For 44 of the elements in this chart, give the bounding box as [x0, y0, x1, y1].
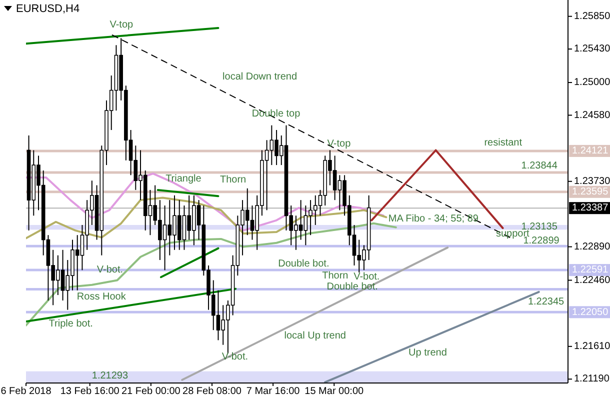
annotation: Thorn [322, 270, 348, 282]
y-tick-label: 1.25850 [574, 10, 610, 22]
annotation: Double bot. [326, 282, 378, 293]
annotation: Triangle [166, 174, 202, 185]
annotation: Up trend [408, 348, 447, 359]
annotation: Ross Hook [76, 292, 127, 303]
chart-title: EURUSD,H4 [16, 3, 80, 15]
annotation: Double bot. [278, 258, 330, 270]
x-tick-label: 21 Feb 00:00 [121, 386, 181, 397]
y-tick-label: 1.21190 [574, 374, 610, 385]
annotation: V-bot. [222, 352, 248, 363]
x-tick-label: 13 Feb 16:00 [60, 386, 120, 397]
annotation: MA Fibo - 34; 55; 89 [388, 214, 479, 225]
annotation: 1.23844 [521, 160, 558, 172]
annotation: local Up trend [284, 330, 346, 342]
ref-line-label: 1.22591 [572, 264, 609, 276]
annotation: V-top [327, 138, 352, 150]
y-tick-label: 1.25430 [574, 44, 610, 55]
y-tick-label: 1.22890 [574, 241, 610, 252]
annotation: V-top [110, 20, 134, 31]
y-tick-label: 1.23730 [574, 176, 610, 188]
annotation: local Down trend [222, 72, 298, 83]
x-tick-label: 28 Feb 08:00 [182, 386, 242, 397]
x-tick-label: 6 Feb 2018 [0, 386, 52, 397]
y-tick-label: 1.21610 [574, 341, 610, 352]
annotation: Thorn [220, 174, 246, 186]
y-tick-label: 1.22460 [574, 274, 610, 286]
annotation: Triple bot. [48, 318, 93, 330]
ref-line-label: 1.22050 [572, 306, 609, 318]
annotation: 1.22899 [523, 236, 560, 247]
annotation: V-bot. [354, 272, 380, 283]
y-tick-label: 1.24580 [574, 110, 610, 121]
ref-line-label: 1.23595 [572, 186, 609, 198]
y-tick-label: 1.25000 [574, 77, 610, 88]
x-tick-label: 7 Mar 16:00 [246, 386, 300, 397]
line-series [26, 196, 388, 240]
x-tick-label: 15 Mar 00:00 [304, 386, 364, 397]
annotation: V-bot. [96, 264, 124, 276]
ref-line-label: 1.24121 [572, 146, 609, 157]
annotation: 1.21293 [92, 370, 128, 382]
annotation: resistant [484, 138, 522, 149]
annotation: Double top [252, 108, 301, 120]
annotation: 1.22345 [528, 296, 565, 308]
ref-line-label: 1.23387 [572, 202, 609, 214]
